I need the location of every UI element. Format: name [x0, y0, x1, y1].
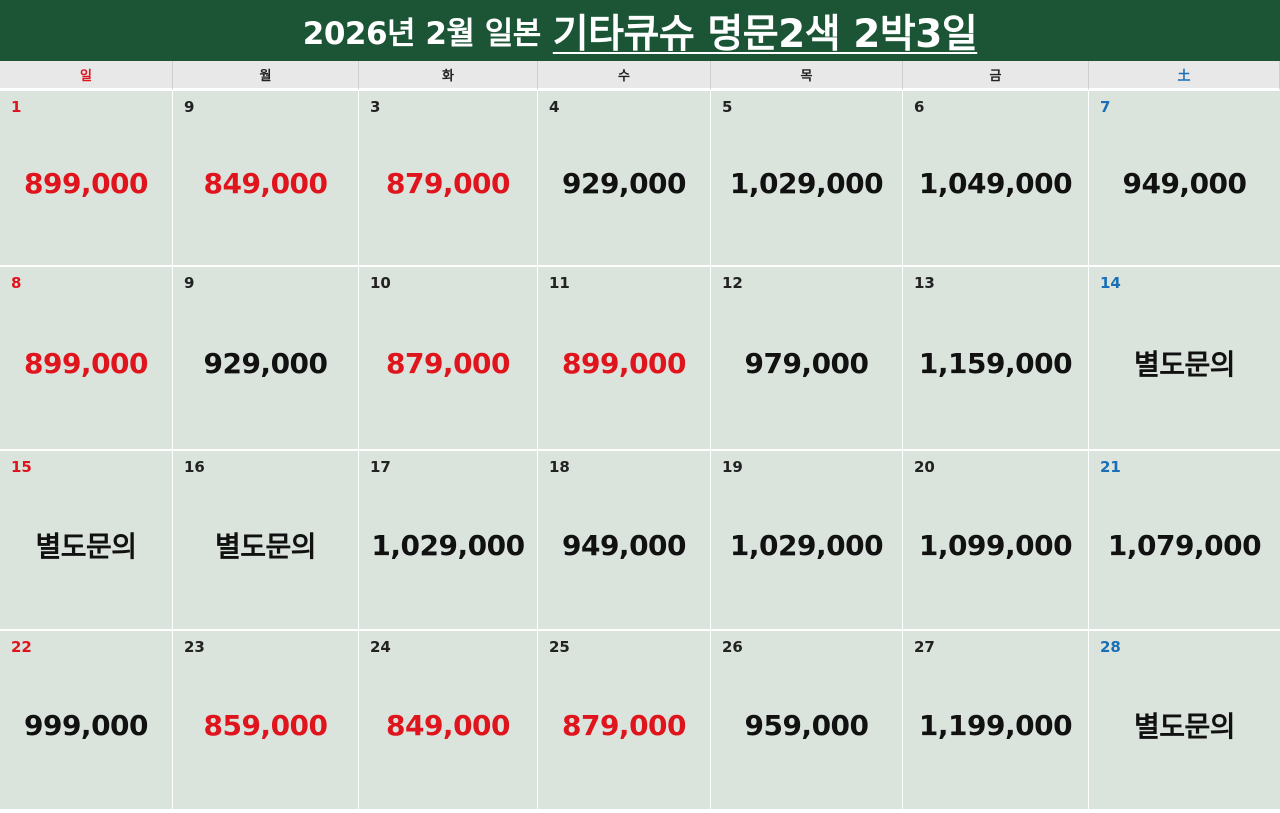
day-number: 18: [549, 458, 570, 476]
calendar-day-cell: 17 1,029,000: [359, 451, 538, 631]
calendar-day-cell: 4 929,000: [538, 91, 711, 267]
title-banner: 2026년 2월 일본 기타큐슈 명문2색 2박3일: [0, 0, 1280, 61]
weekday-header: 수: [538, 61, 711, 91]
title-product: 기타큐슈 명문2색 2박3일: [552, 11, 978, 57]
calendar-day-cell: 3 879,000: [359, 91, 538, 267]
calendar-day-cell: 18 949,000: [538, 451, 711, 631]
tour-price: 1,159,000: [918, 346, 1073, 380]
tour-price: 별도문의: [1133, 348, 1236, 381]
day-number: 28: [1100, 638, 1121, 656]
calendar-day-cell: 16 별도문의: [173, 451, 359, 631]
day-number: 7: [1100, 98, 1111, 116]
day-number: 8: [11, 274, 22, 292]
day-number: 26: [722, 638, 743, 656]
calendar-day-cell: 20 1,099,000: [903, 451, 1089, 631]
day-number: 17: [370, 458, 391, 476]
calendar-day-cell: 13 1,159,000: [903, 267, 1089, 451]
calendar-grid: 일 월 화 수 목 금 土 1 899,000 9 849,000 3 879,000 4 929,000 5…: [0, 61, 1280, 813]
day-number: 25: [549, 638, 570, 656]
calendar-day-cell: 9 849,000: [173, 91, 359, 267]
tour-price: 1,029,000: [729, 166, 884, 200]
tour-price: 849,000: [385, 708, 511, 742]
calendar-day-cell: 14 별도문의: [1089, 267, 1280, 451]
tour-price: 899,000: [23, 166, 149, 200]
tour-price: 859,000: [203, 708, 328, 742]
day-number: 5: [722, 98, 733, 116]
calendar-day-cell: 21 1,079,000: [1089, 451, 1280, 631]
calendar-day-cell: 24 849,000: [359, 631, 538, 811]
day-number: 22: [11, 638, 32, 656]
day-number: 19: [722, 458, 743, 476]
calendar-day-cell: 23 859,000: [173, 631, 359, 811]
day-number: 24: [370, 638, 391, 656]
tour-price: 849,000: [203, 166, 328, 200]
calendar-day-cell: 10 879,000: [359, 267, 538, 451]
calendar-day-cell: 6 1,049,000: [903, 91, 1089, 267]
weekday-header: 금: [903, 61, 1089, 91]
tour-price: 1,049,000: [918, 166, 1073, 200]
weekday-header: 목: [711, 61, 903, 91]
calendar-day-cell: 7 949,000: [1089, 91, 1280, 267]
tour-price: 1,199,000: [918, 708, 1073, 742]
tour-price: 1,029,000: [729, 528, 884, 562]
tour-price: 879,000: [561, 708, 687, 742]
calendar-day-cell: 11 899,000: [538, 267, 711, 451]
calendar-day-cell: 12 979,000: [711, 267, 903, 451]
weekday-header: 월: [173, 61, 359, 91]
weekday-header: 土: [1089, 61, 1280, 91]
day-number: 23: [184, 638, 205, 656]
weekday-header: 일: [0, 61, 173, 91]
day-number: 3: [370, 98, 381, 116]
day-number: 6: [914, 98, 925, 116]
day-number: 21: [1100, 458, 1121, 476]
calendar-day-cell: 1 899,000: [0, 91, 173, 267]
day-number: 1: [11, 98, 22, 116]
calendar-day-cell: 15 별도문의: [0, 451, 173, 631]
calendar-day-cell: 26 959,000: [711, 631, 903, 811]
tour-price: 1,079,000: [1107, 528, 1262, 562]
calendar-day-cell: 19 1,029,000: [711, 451, 903, 631]
tour-price: 879,000: [385, 346, 511, 380]
tour-price: 929,000: [203, 346, 328, 380]
day-number: 9: [184, 98, 195, 116]
calendar-day-cell: 5 1,029,000: [711, 91, 903, 267]
day-number: 4: [549, 98, 560, 116]
tour-price: 949,000: [561, 528, 687, 562]
calendar-day-cell: 27 1,199,000: [903, 631, 1089, 811]
tour-price: 1,029,000: [371, 528, 525, 562]
day-number: 16: [184, 458, 205, 476]
tour-price: 별도문의: [1133, 710, 1236, 743]
tour-price: 879,000: [385, 166, 511, 200]
calendar-day-cell: 28 별도문의: [1089, 631, 1280, 811]
tour-price: 899,000: [561, 346, 687, 380]
day-number: 12: [722, 274, 743, 292]
tour-price: 929,000: [561, 166, 687, 200]
day-number: 15: [11, 458, 32, 476]
tour-price: 899,000: [23, 346, 149, 380]
day-number: 10: [370, 274, 391, 292]
tour-price: 별도문의: [35, 530, 137, 563]
tour-price: 949,000: [1122, 166, 1247, 200]
calendar-day-cell: 22 999,000: [0, 631, 173, 811]
weekday-header: 화: [359, 61, 538, 91]
day-number: 11: [549, 274, 570, 292]
calendar-day-cell: 8 899,000: [0, 267, 173, 451]
calendar-day-cell: 9 929,000: [173, 267, 359, 451]
day-number: 13: [914, 274, 935, 292]
day-number: 14: [1100, 274, 1121, 292]
tour-price: 979,000: [744, 346, 869, 380]
day-number: 20: [914, 458, 935, 476]
tour-price: 999,000: [23, 708, 149, 742]
day-number: 27: [914, 638, 935, 656]
calendar-day-cell: 25 879,000: [538, 631, 711, 811]
tour-price: 959,000: [744, 708, 869, 742]
title-date: 2026년 2월 일본: [302, 16, 542, 52]
day-number: 9: [184, 274, 195, 292]
tour-price: 별도문의: [214, 530, 317, 563]
tour-price: 1,099,000: [918, 528, 1073, 562]
